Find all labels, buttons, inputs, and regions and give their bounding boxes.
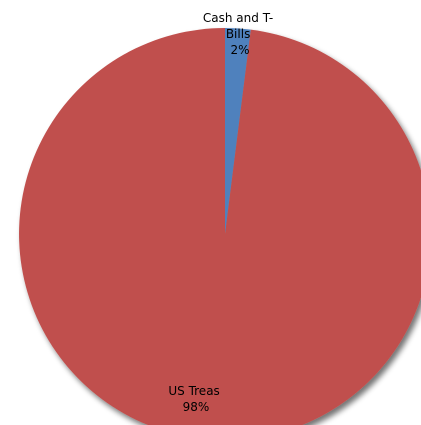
- pie-slices: [19, 27, 421, 425]
- slice-value-us-treas: 98%: [183, 400, 210, 414]
- slice-value-cash: 2%: [230, 43, 249, 57]
- slice-label-cash-line-2: Bills: [226, 27, 251, 41]
- slice-label-us-treas: US Treas 98%: [168, 384, 223, 414]
- pie-slice-us-treas: [19, 28, 421, 425]
- slice-label-cash: Cash and T- Bills 2%: [203, 11, 277, 57]
- slice-label-cash-line-1: Cash and T-: [203, 11, 273, 25]
- slice-label-us-treas-name: US Treas: [168, 384, 219, 398]
- pie-slice-cash: [225, 27, 251, 234]
